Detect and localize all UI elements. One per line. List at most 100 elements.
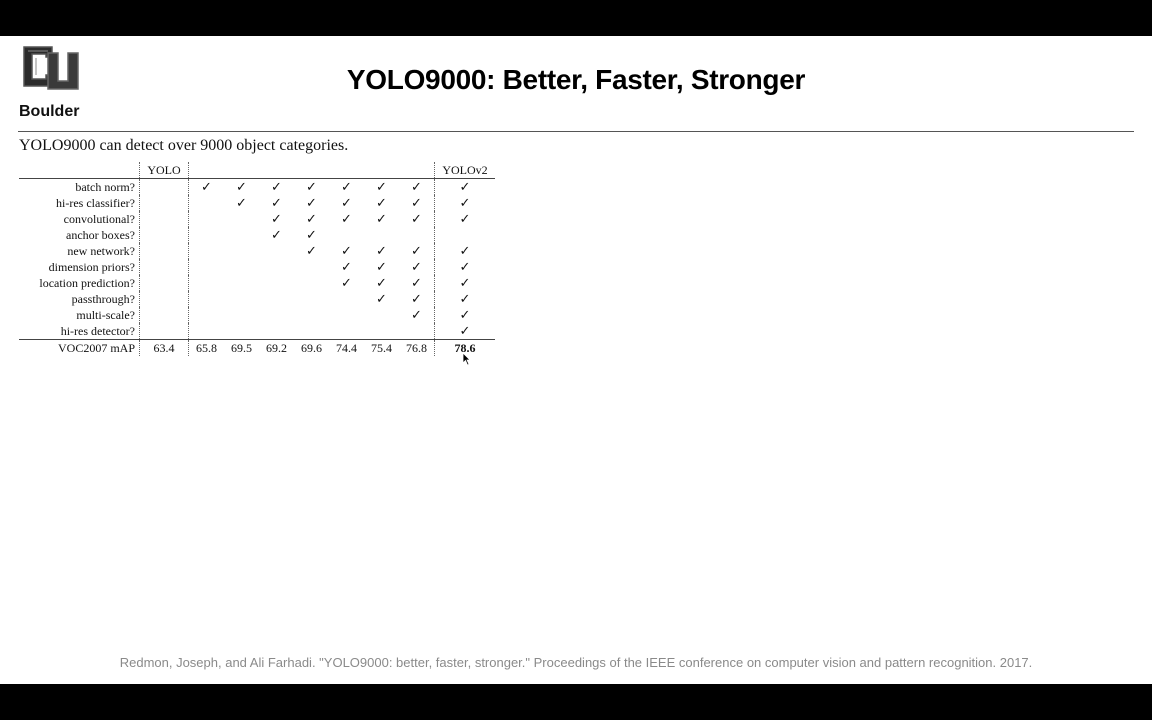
cu-logo-icon: [23, 46, 79, 90]
check-icon: ✓: [259, 195, 294, 211]
row-label: batch norm?: [75, 180, 135, 194]
row-label: new network?: [67, 244, 135, 258]
check-mark: ✓: [459, 307, 471, 322]
empty-cell: [364, 307, 399, 323]
check-icon: ✓: [399, 211, 435, 227]
check-icon: ✓: [259, 227, 294, 243]
check-icon: ✓: [434, 243, 495, 259]
check-icon: ✓: [399, 291, 435, 307]
check-icon: ✓: [434, 275, 495, 291]
map-value: 63.4: [139, 339, 189, 356]
map-value: 69.2: [259, 339, 294, 356]
empty-cell: [139, 243, 189, 259]
check-mark: ✓: [271, 195, 282, 210]
check-icon: ✓: [434, 178, 495, 195]
empty-cell: [224, 291, 259, 307]
check-icon: ✓: [399, 243, 435, 259]
table-row: multi-scale? ✓ ✓: [19, 307, 495, 323]
empty-cell: [188, 211, 224, 227]
check-mark: ✓: [271, 227, 282, 242]
header-yolo: YOLO: [139, 162, 189, 179]
check-mark: ✓: [459, 211, 471, 226]
check-mark: ✓: [459, 291, 471, 306]
check-mark: ✓: [341, 259, 352, 274]
mouse-cursor-icon: [462, 352, 471, 366]
table-row: batch norm? ✓ ✓ ✓ ✓ ✓ ✓ ✓ ✓: [19, 178, 495, 196]
ablation-table: YOLO YOLOv2 batch norm? ✓ ✓ ✓ ✓ ✓ ✓ ✓ ✓ hi-res cl…: [19, 162, 495, 356]
check-icon: ✓: [399, 307, 435, 323]
table-row: hi-res detector? ✓: [19, 323, 495, 340]
row-label: convolutional?: [63, 212, 135, 226]
table-row: dimension priors? ✓ ✓ ✓ ✓: [19, 259, 495, 275]
empty-cell: [139, 307, 189, 323]
row-label: hi-res detector?: [60, 324, 135, 338]
check-icon: ✓: [329, 195, 364, 211]
check-icon: ✓: [294, 211, 329, 227]
map-label: VOC2007 mAP: [19, 339, 140, 356]
check-mark: ✓: [376, 179, 387, 194]
table-row: anchor boxes? ✓ ✓: [19, 227, 495, 243]
table-row: new network? ✓ ✓ ✓ ✓ ✓: [19, 243, 495, 259]
empty-cell: [188, 323, 224, 340]
check-mark: ✓: [341, 243, 352, 258]
empty-cell: [259, 259, 294, 275]
empty-cell: [399, 323, 435, 340]
row-label: multi-scale?: [76, 308, 135, 322]
map-value: 76.8: [399, 339, 435, 356]
check-mark: ✓: [459, 259, 471, 274]
check-mark: ✓: [271, 211, 282, 226]
empty-cell: [399, 227, 435, 243]
check-mark: ✓: [306, 211, 317, 226]
header-blank: [294, 162, 329, 179]
check-icon: ✓: [224, 179, 259, 196]
empty-cell: [434, 227, 495, 243]
check-mark: ✓: [341, 211, 352, 226]
empty-cell: [294, 307, 329, 323]
empty-cell: [224, 275, 259, 291]
check-icon: ✓: [434, 211, 495, 227]
check-icon: ✓: [364, 211, 399, 227]
citation: Redmon, Joseph, and Ali Farhadi. "YOLO90…: [119, 655, 1033, 670]
map-value: 69.6: [294, 339, 329, 356]
check-mark: ✓: [306, 195, 317, 210]
empty-cell: [329, 323, 364, 340]
check-icon: ✓: [364, 275, 399, 291]
check-icon: ✓: [188, 178, 224, 195]
row-label: anchor boxes?: [66, 228, 135, 242]
check-mark: ✓: [459, 275, 471, 290]
header-blank: [19, 162, 140, 179]
table-row: location prediction? ✓ ✓ ✓ ✓: [19, 275, 495, 291]
empty-cell: [188, 195, 224, 211]
check-icon: ✓: [364, 243, 399, 259]
check-mark: ✓: [376, 195, 387, 210]
empty-cell: [294, 259, 329, 275]
check-icon: ✓: [364, 259, 399, 275]
empty-cell: [294, 275, 329, 291]
empty-cell: [329, 307, 364, 323]
row-label: location prediction?: [39, 276, 135, 290]
empty-cell: [364, 227, 399, 243]
header-blank: [329, 162, 364, 179]
header-blank: [224, 162, 259, 179]
check-icon: ✓: [259, 211, 294, 227]
check-mark: ✓: [411, 307, 422, 322]
check-mark: ✓: [411, 275, 422, 290]
header-yolov2: YOLOv2: [434, 162, 495, 179]
empty-cell: [224, 307, 259, 323]
check-mark: ✓: [411, 243, 422, 258]
slide-title: YOLO9000: Better, Faster, Stronger: [346, 64, 806, 95]
empty-cell: [139, 195, 189, 211]
header-blank: [364, 162, 399, 179]
map-value: 65.8: [188, 339, 224, 356]
empty-cell: [139, 211, 189, 227]
check-mark: ✓: [411, 211, 422, 226]
check-icon: ✓: [434, 291, 495, 307]
table-row: hi-res classifier? ✓ ✓ ✓ ✓ ✓ ✓ ✓: [19, 195, 495, 211]
check-mark: ✓: [411, 291, 422, 306]
table-row: convolutional? ✓ ✓ ✓ ✓ ✓ ✓: [19, 211, 495, 227]
check-icon: ✓: [294, 195, 329, 211]
map-value: 75.4: [364, 339, 399, 356]
check-icon: ✓: [294, 179, 329, 196]
row-label: hi-res classifier?: [56, 196, 135, 210]
logo-text: Boulder: [19, 103, 80, 120]
